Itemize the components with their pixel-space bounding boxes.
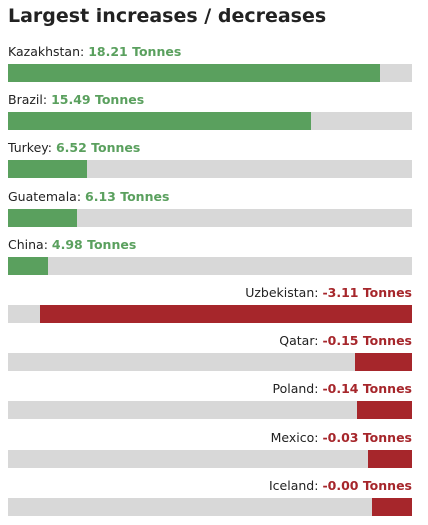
- bar-label: Brazil: 15.49 Tonnes: [8, 92, 144, 108]
- label-separator: :: [314, 381, 323, 397]
- bar-row-china: China: 4.98 Tonnes: [8, 235, 412, 283]
- value-label: -0.03 Tonnes: [322, 429, 412, 445]
- increase-bar: [8, 112, 311, 131]
- bar-row-qatar: Qatar: -0.15 Tonnes: [8, 331, 412, 379]
- bar-label: Kazakhstan: 18.21 Tonnes: [8, 44, 181, 60]
- decrease-bar: [40, 305, 412, 323]
- bar-track: [8, 112, 412, 131]
- category-label: Mexico: [270, 429, 315, 445]
- bar-row-brazil: Brazil: 15.49 Tonnes: [8, 90, 412, 138]
- chart-title: Largest increases / decreases: [8, 5, 327, 27]
- bar-track: [8, 401, 412, 420]
- category-label: Brazil: [8, 92, 43, 108]
- value-label: 6.52 Tonnes: [55, 140, 141, 156]
- bar-track: [8, 449, 412, 468]
- increase-bar: [8, 208, 77, 227]
- bar-track: [8, 497, 412, 516]
- bar-label: Qatar: -0.15 Tonnes: [279, 333, 412, 349]
- bar-track: [8, 160, 412, 179]
- bar-row-mexico: Mexico: -0.03 Tonnes: [8, 428, 412, 476]
- bar-row-iceland: Iceland: -0.00 Tonnes: [8, 476, 412, 524]
- value-label: -0.14 Tonnes: [322, 381, 412, 397]
- label-separator: :: [76, 188, 86, 204]
- value-label: -0.00 Tonnes: [322, 477, 412, 493]
- bar-label: Iceland: -0.00 Tonnes: [269, 478, 412, 494]
- category-label: Kazakhstan: [8, 44, 81, 59]
- bar-track: [8, 305, 412, 323]
- label-separator: :: [314, 333, 323, 349]
- bar-row-turkey: Turkey: 6.52 Tonnes: [8, 138, 412, 186]
- category-label: Poland: [272, 381, 315, 397]
- increase-bar: [8, 256, 49, 275]
- bar-row-kazakhstan: Kazakhstan: 18.21 Tonnes: [8, 42, 412, 90]
- bar-track: [8, 353, 412, 372]
- category-label: Turkey: [8, 140, 48, 156]
- category-label: China: [8, 236, 44, 252]
- bar-track: [8, 64, 412, 82]
- value-label: 18.21 Tonnes: [88, 44, 182, 59]
- bar-row-uzbekistan: Uzbekistan: -3.11 Tonnes: [8, 283, 412, 331]
- label-separator: :: [42, 92, 52, 108]
- value-label: -3.11 Tonnes: [322, 285, 412, 300]
- increase-bar: [8, 160, 87, 179]
- category-label: Iceland: [269, 477, 315, 493]
- label-separator: :: [80, 44, 89, 59]
- decrease-bar: [355, 353, 412, 372]
- bar-track: [8, 256, 412, 275]
- category-label: Guatemala: [8, 188, 77, 204]
- increase-bar: [8, 64, 380, 82]
- label-separator: :: [43, 236, 52, 252]
- bar-label: Poland: -0.14 Tonnes: [273, 381, 412, 397]
- value-label: -0.15 Tonnes: [322, 333, 412, 349]
- decrease-bar: [371, 497, 412, 516]
- category-label: Uzbekistan: [245, 285, 315, 300]
- bar-row-guatemala: Guatemala: 6.13 Tonnes: [8, 187, 412, 235]
- label-separator: :: [314, 477, 323, 493]
- category-label: Qatar: [279, 333, 315, 349]
- bar-label: Mexico: -0.03 Tonnes: [271, 430, 412, 446]
- value-label: 4.98 Tonnes: [51, 236, 137, 252]
- bar-label: China: 4.98 Tonnes: [8, 237, 136, 253]
- label-separator: :: [47, 140, 56, 156]
- value-label: 6.13 Tonnes: [85, 188, 170, 204]
- label-separator: :: [314, 429, 323, 445]
- label-separator: :: [314, 285, 323, 300]
- bar-label: Guatemala: 6.13 Tonnes: [8, 189, 169, 205]
- value-label: 15.49 Tonnes: [51, 92, 145, 108]
- decrease-bar: [367, 449, 412, 468]
- bar-row-poland: Poland: -0.14 Tonnes: [8, 379, 412, 427]
- bar-track: [8, 208, 412, 227]
- bar-label: Turkey: 6.52 Tonnes: [8, 140, 140, 156]
- bar-label: Uzbekistan: -3.11 Tonnes: [245, 285, 412, 301]
- decrease-bar: [357, 401, 412, 420]
